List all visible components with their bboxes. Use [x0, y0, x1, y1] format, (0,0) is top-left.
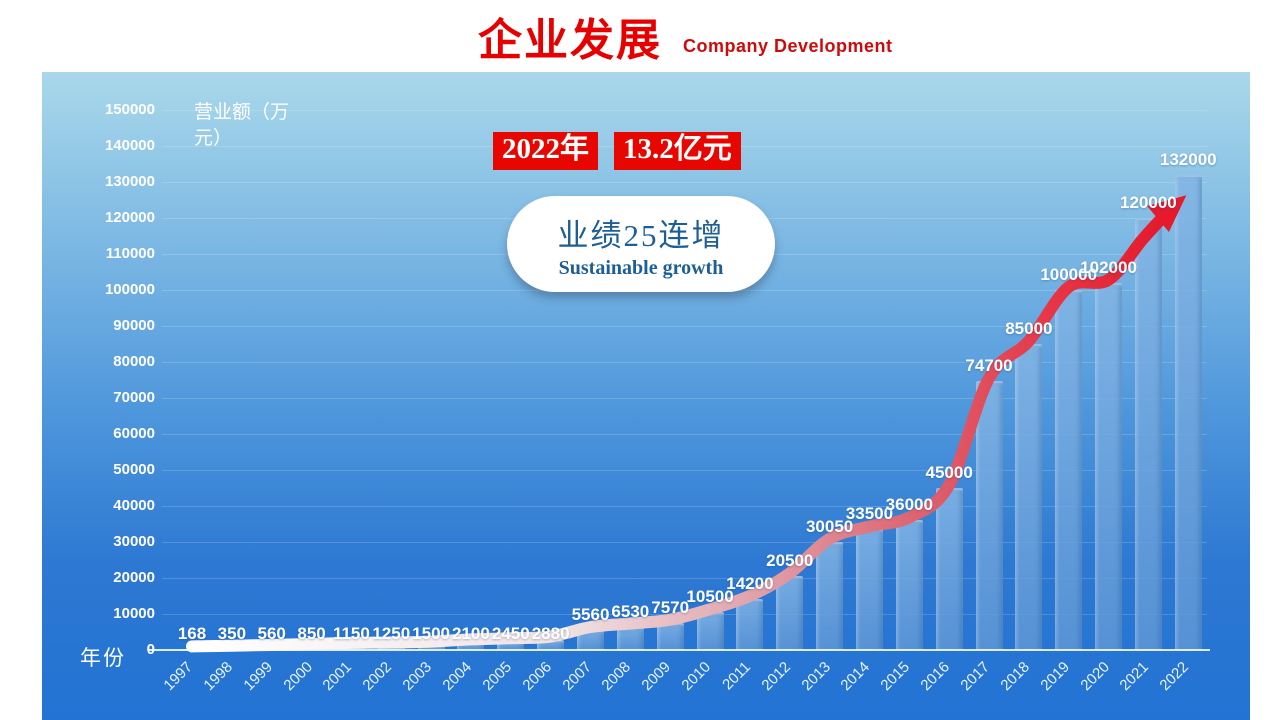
bar-value-label: 20500: [766, 551, 814, 571]
page-subtitle: Company Development: [683, 36, 893, 56]
gridline: [162, 470, 1207, 471]
trend-line: [186, 212, 1168, 653]
bar-2021: [1134, 218, 1162, 650]
gridline: [162, 434, 1207, 435]
y-tick-label: 80000: [113, 353, 155, 370]
slogan-en: Sustainable growth: [558, 257, 724, 279]
y-tick-label: 70000: [113, 389, 155, 406]
bar-value-label: 132000: [1159, 149, 1217, 169]
y-tick-label: 20000: [113, 569, 155, 586]
gridline: [162, 506, 1207, 507]
bar-2022: [1174, 174, 1202, 650]
y-tick-label: 150000: [104, 101, 155, 118]
amount-badge: 13.2亿元: [614, 132, 741, 170]
y-tick-label: 10000: [113, 605, 155, 622]
arrowhead-icon: [1147, 195, 1187, 233]
y-tick-label: 50000: [113, 461, 155, 478]
bar-2011: [736, 598, 764, 650]
bar-2013: [816, 541, 844, 650]
bar-value-label: 14200: [726, 573, 774, 593]
x-axis-title: 年份: [80, 647, 126, 670]
bar-value-label: 168: [177, 624, 207, 643]
bar-value-label: 7570: [651, 597, 690, 617]
gridline: [162, 110, 1207, 111]
bar-value-label: 850: [297, 624, 326, 643]
bar-value-label: 85000: [1005, 319, 1053, 338]
bar-value-label: 10500: [686, 587, 734, 607]
x-axis-line: [148, 649, 1210, 651]
bar-2018: [1015, 344, 1043, 650]
bar-value-label: 5560: [571, 605, 610, 624]
gridline: [162, 542, 1207, 543]
bar-value-label: 6530: [611, 601, 650, 621]
y-tick-label: 110000: [105, 245, 155, 262]
bar-2014: [855, 529, 883, 650]
bar-2017: [975, 381, 1003, 650]
y-tick-label: 60000: [113, 425, 155, 442]
bar-2020: [1095, 282, 1123, 650]
y-tick-label: 30000: [113, 533, 155, 550]
bar-value-label: 102000: [1080, 257, 1137, 277]
gridline: [162, 326, 1207, 327]
y-tick-label: 100000: [104, 281, 155, 298]
bar-value-label: 30050: [805, 516, 854, 536]
gridline: [162, 578, 1207, 579]
y-tick-label: 120000: [104, 209, 155, 226]
bar-value-label: 100000: [1040, 265, 1098, 284]
y-tick-label: 140000: [104, 137, 155, 154]
page-title: 企业发展: [478, 16, 662, 65]
bar-value-label: 1150: [332, 624, 370, 643]
highlight-badges: 2022年 13.2亿元: [493, 132, 741, 170]
bar-value-label: 33500: [845, 504, 894, 524]
bar-value-label: 1250: [372, 624, 411, 643]
bar-value-label: 2880: [531, 624, 570, 643]
bar-value-label: 1500: [412, 624, 450, 643]
bar-2019: [1055, 290, 1083, 650]
bar-value-label: 74700: [965, 356, 1013, 376]
bar-value-label: 560: [257, 624, 286, 643]
year-badge: 2022年: [493, 132, 599, 170]
bar-value-label: 45000: [925, 463, 973, 482]
bar-value-label: 2100: [452, 624, 490, 643]
bar-2012: [776, 576, 804, 650]
y-tick-label: 40000: [113, 497, 155, 514]
bar-value-label: 350: [217, 624, 247, 643]
y-tick-label: 130000: [104, 173, 155, 190]
gridline: [162, 182, 1207, 183]
slogan-cn: 业绩25连增: [557, 218, 725, 253]
chart-panel: 0100002000030000400005000060000700008000…: [42, 72, 1250, 720]
gridline: [162, 362, 1207, 363]
y-tick-label: 90000: [113, 317, 155, 334]
bar-value-label: 2450: [491, 624, 530, 643]
y-axis-title: 营业额（万元）: [194, 102, 290, 149]
trend-arrow: [186, 195, 1187, 653]
gridline: [162, 398, 1207, 399]
bar-value-label: 120000: [1120, 193, 1177, 212]
bar-value-label: 36000: [885, 495, 933, 515]
slogan-pill: 业绩25连增 Sustainable growth: [507, 196, 775, 292]
